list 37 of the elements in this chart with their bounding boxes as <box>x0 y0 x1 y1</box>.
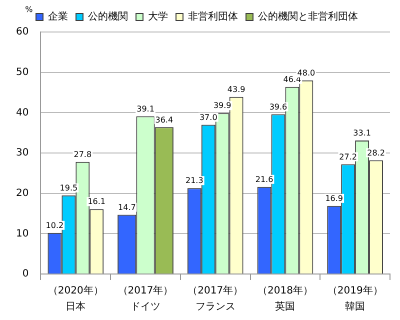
x-tick-label: （2017年）ドイツ <box>118 284 174 313</box>
legend-label: 公的機関 <box>88 10 128 23</box>
data-label: 16.9 <box>325 194 344 203</box>
y-tick-label: 20 <box>16 188 29 199</box>
data-label: 21.6 <box>255 174 274 184</box>
x-tick-label: （2017年）フランス <box>188 284 244 313</box>
data-label: 27.8 <box>74 150 92 159</box>
y-axis-title: % <box>25 5 34 14</box>
data-label: 39.9 <box>213 101 232 110</box>
data-label: 48.0 <box>297 68 316 78</box>
data-label: 36.4 <box>155 115 174 124</box>
y-tick-label: 50 <box>16 66 29 78</box>
legend-label: 企業 <box>48 10 68 23</box>
legend-label: 非営利団体 <box>188 10 238 23</box>
data-label: 21.3 <box>186 176 204 186</box>
data-label: 39.6 <box>269 102 288 112</box>
y-tick-label: 40 <box>16 107 29 118</box>
legend-label: 公的機関と非営利団体 <box>258 10 358 23</box>
x-tick-label: （2020年）日本 <box>48 284 104 313</box>
data-label: 43.9 <box>227 85 246 94</box>
data-label: 39.1 <box>136 104 154 114</box>
y-tick-label: 60 <box>16 26 29 38</box>
data-label: 16.1 <box>88 197 106 206</box>
x-tick-label: （2018年）英国 <box>257 284 313 313</box>
y-tick-label: 30 <box>16 148 29 159</box>
data-label: 37.0 <box>199 112 218 122</box>
data-label: 28.2 <box>367 148 385 158</box>
data-label: 14.7 <box>118 202 136 212</box>
data-label: 33.1 <box>353 128 371 138</box>
legend-label: 大学 <box>148 10 168 23</box>
y-tick-label: 0 <box>22 268 29 280</box>
data-label: 27.2 <box>339 152 357 162</box>
data-label: 10.2 <box>46 220 64 230</box>
data-label: 46.4 <box>283 74 302 84</box>
x-tick-label: （2019年）韓国 <box>327 284 383 313</box>
data-label: 19.5 <box>60 183 78 192</box>
y-tick-label: 10 <box>16 228 29 240</box>
